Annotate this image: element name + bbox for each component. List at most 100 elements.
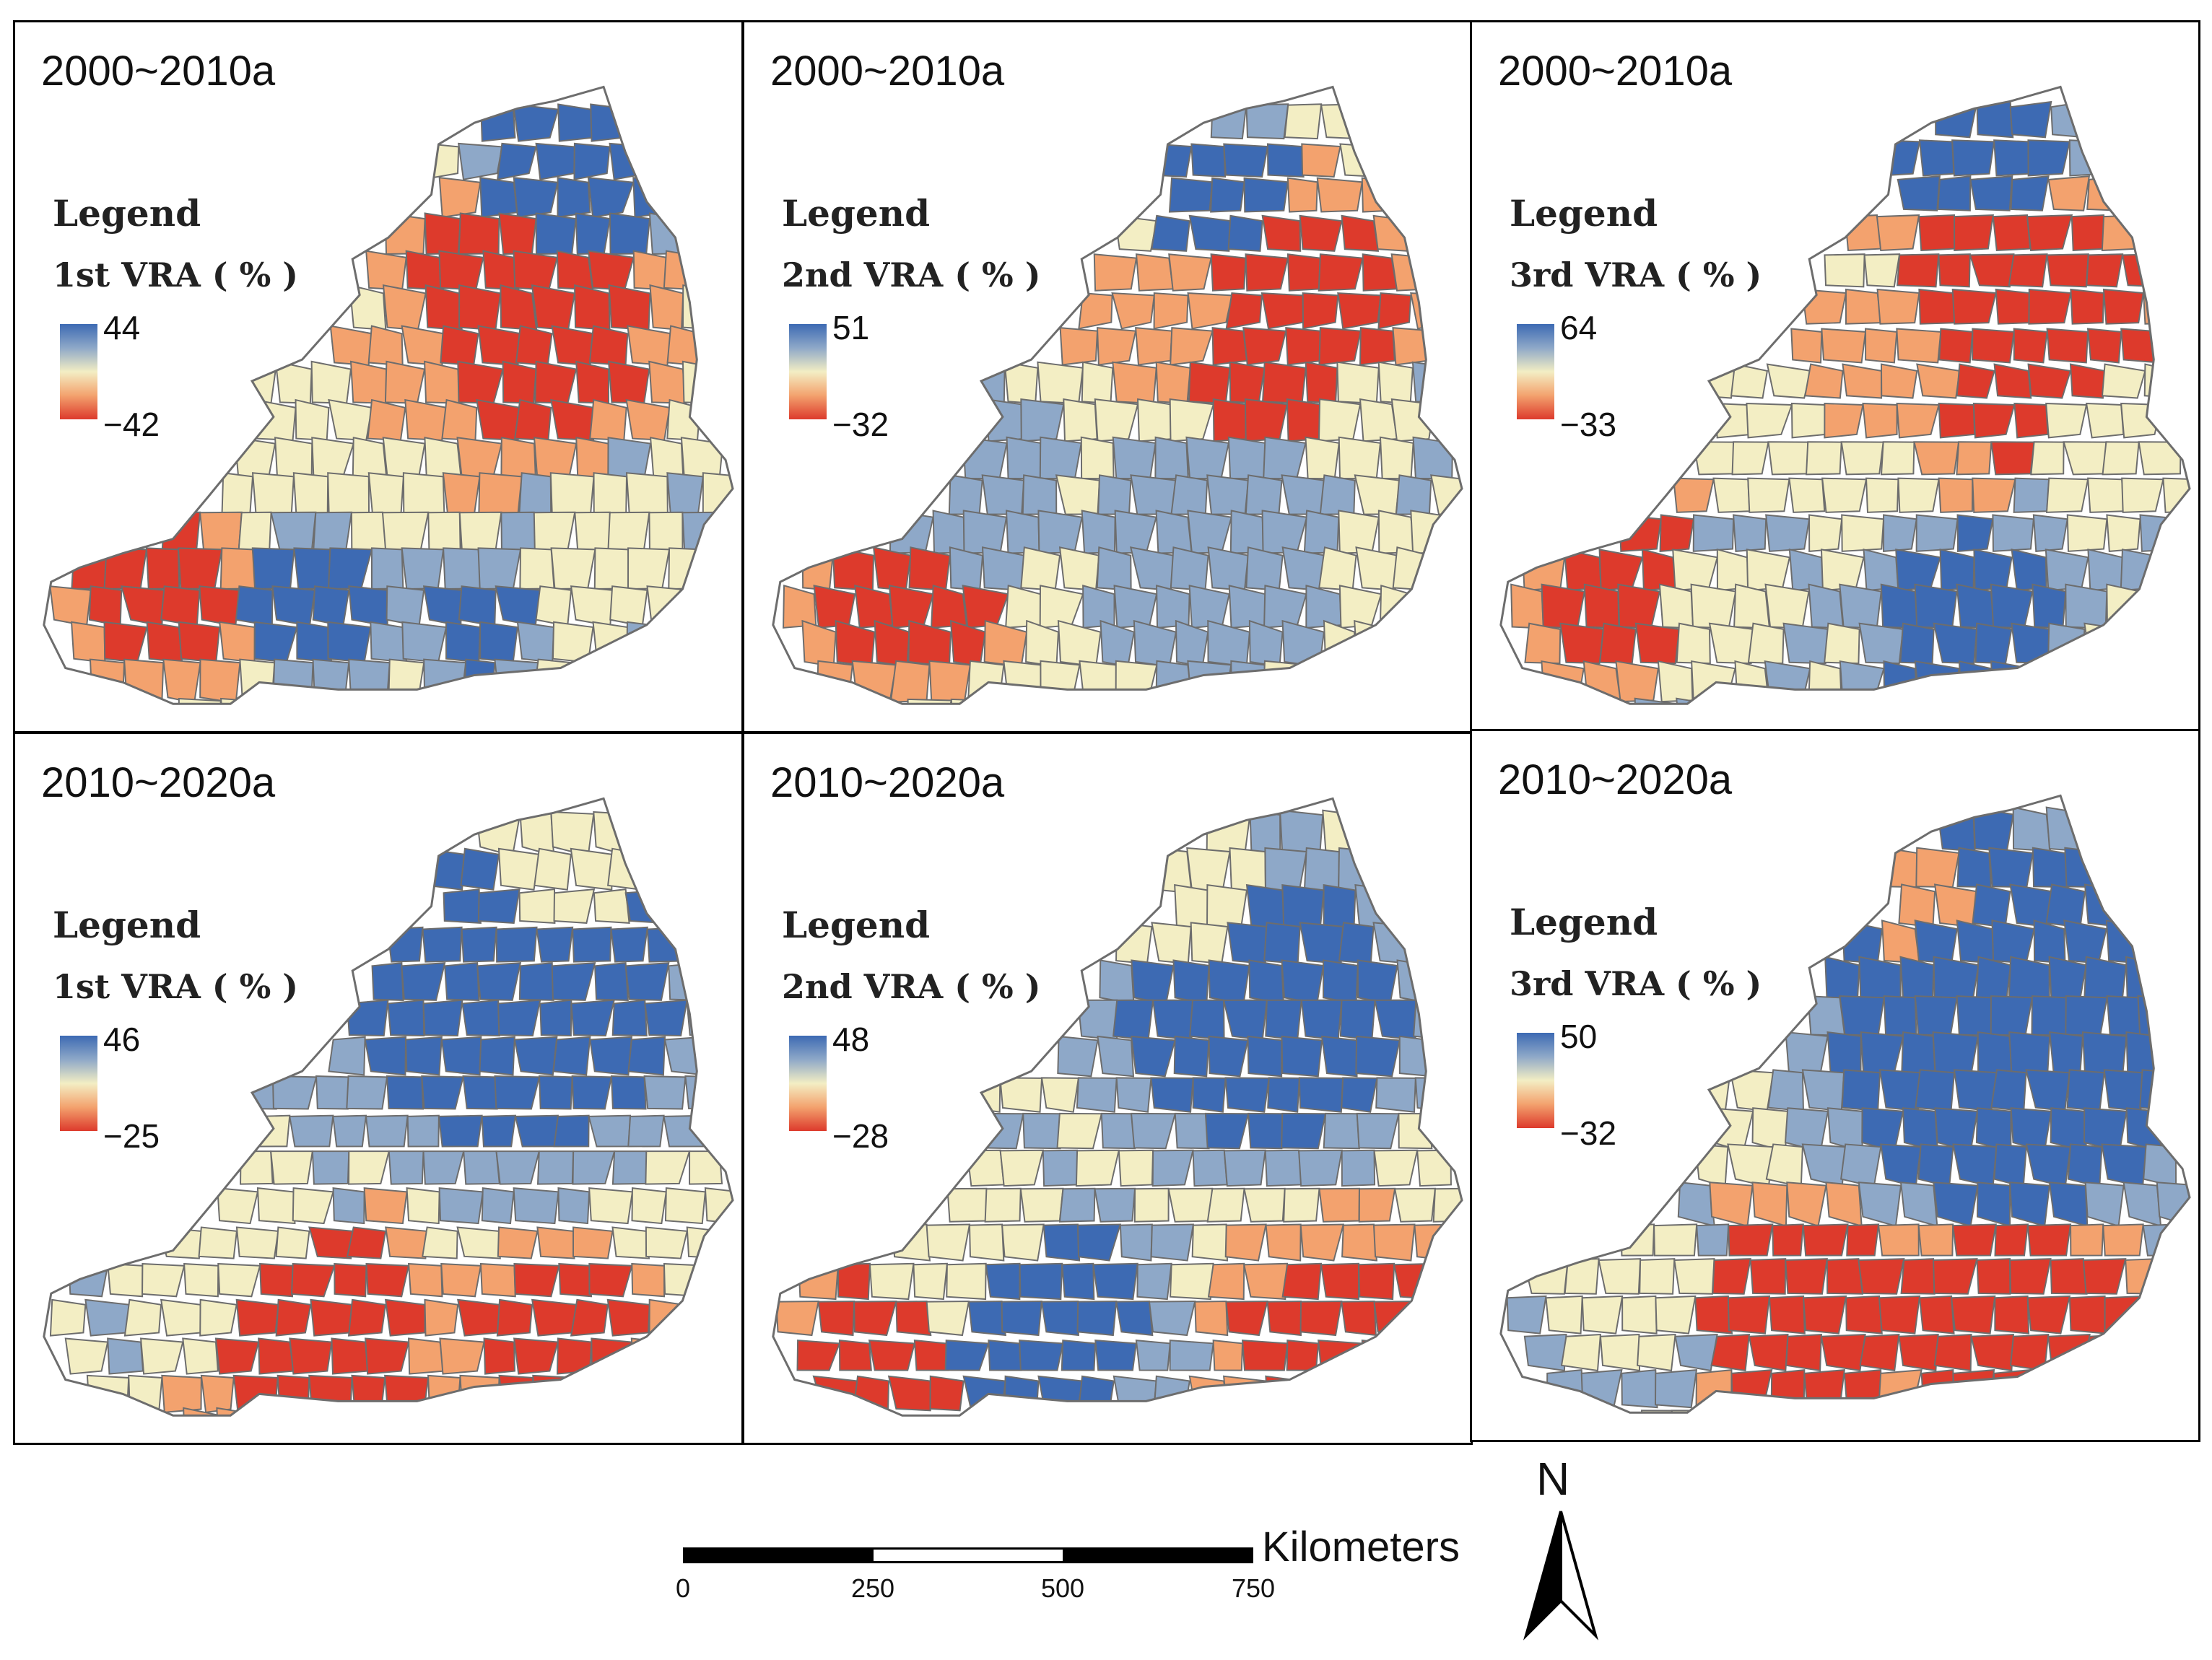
county-region	[817, 1300, 855, 1337]
county-region	[1061, 1262, 1095, 1301]
county-region	[2010, 175, 2050, 211]
county-region	[518, 962, 554, 1001]
county-region	[1673, 1258, 1715, 1295]
county-region	[1058, 546, 1100, 591]
scale-segment	[1062, 1550, 1251, 1561]
county-region	[1187, 510, 1232, 554]
county-region	[476, 962, 522, 1001]
county-region	[1212, 398, 1249, 442]
choropleth-map	[43, 797, 734, 1417]
county-region	[1824, 622, 1860, 665]
county-region	[422, 585, 463, 627]
county-region	[519, 547, 555, 590]
county-region	[1040, 1077, 1080, 1113]
county-region	[1734, 660, 1769, 703]
county-region	[308, 1226, 354, 1259]
county-region	[1808, 660, 1842, 703]
county-region	[161, 1374, 202, 1413]
county-region	[1150, 1223, 1195, 1262]
county-region	[2045, 806, 2091, 852]
county-region	[1094, 398, 1139, 442]
county-region	[1318, 253, 1364, 292]
county-region	[1341, 1223, 1378, 1262]
county-region	[1227, 436, 1266, 480]
county-region	[1897, 175, 1941, 211]
county-region	[1151, 1149, 1194, 1187]
county-region	[461, 926, 497, 963]
county-region	[1055, 474, 1101, 515]
county-region	[200, 1374, 235, 1413]
county-region	[1112, 999, 1154, 1041]
county-region	[424, 284, 463, 331]
county-region	[1172, 959, 1210, 1005]
county-region	[1022, 1112, 1061, 1150]
legend-variable: 3rd VRA ( % )	[1510, 255, 1762, 294]
county-region	[1359, 327, 1395, 366]
county-region	[1338, 510, 1380, 554]
county-region	[1245, 546, 1284, 591]
county-region	[1990, 660, 2033, 703]
county-region	[1938, 253, 1971, 288]
county-region	[162, 658, 201, 704]
legend-max: 50	[1560, 1018, 1598, 1055]
county-region	[1148, 1300, 1196, 1337]
county-region	[1765, 514, 1811, 552]
county-region	[1204, 1112, 1250, 1150]
county-region	[999, 1077, 1043, 1113]
county-region	[552, 621, 594, 663]
county-region	[407, 1262, 443, 1298]
county-region	[646, 585, 691, 627]
county-region	[365, 1337, 410, 1375]
county-region	[2106, 995, 2143, 1036]
map-panel-6: 2010~2020a Legend 3rd VRA ( % ) 50 −32	[1470, 729, 2200, 1442]
county-region	[1130, 1112, 1177, 1150]
county-region	[198, 1226, 238, 1259]
legend-color-ramp	[60, 324, 97, 419]
county-region	[107, 1337, 144, 1375]
county-region	[1915, 514, 1959, 552]
county-region	[2011, 622, 2050, 665]
county-region	[1658, 583, 1694, 629]
county-region	[1805, 441, 1842, 476]
county-region	[177, 547, 223, 590]
county-region	[1354, 619, 1400, 668]
county-region	[1390, 398, 1436, 442]
legend-min: −42	[103, 406, 160, 443]
county-region	[1302, 292, 1339, 330]
county-region	[64, 1337, 109, 1375]
county-region	[443, 547, 482, 590]
county-region	[183, 1262, 219, 1298]
county-region	[2102, 1223, 2144, 1257]
county-region	[365, 1262, 410, 1298]
county-region	[1918, 1295, 1955, 1334]
county-region	[513, 1337, 559, 1375]
county-region	[1061, 1340, 1097, 1371]
county-region	[892, 1223, 931, 1262]
county-region	[2083, 956, 2128, 1003]
map-panel-1: 2000~2010a Legend 1st VRA ( % ) 44 −42	[13, 20, 744, 733]
legend-max: 48	[832, 1021, 870, 1058]
map-panel-5: 2010~2020a Legend 2nd VRA ( % ) 48 −28	[742, 732, 1473, 1445]
county-region	[966, 1149, 1005, 1187]
county-region	[1708, 622, 1754, 665]
county-region	[1112, 361, 1157, 404]
county-region	[981, 474, 1025, 515]
county-region	[632, 250, 669, 291]
county-region	[535, 212, 577, 255]
county-region	[1858, 956, 1902, 1003]
county-region	[476, 398, 521, 442]
county-region	[550, 547, 596, 590]
legend-color-ramp	[60, 1036, 97, 1131]
county-region	[422, 847, 466, 891]
county-region	[1241, 1340, 1289, 1371]
county-region	[438, 176, 482, 218]
county-region	[496, 1298, 534, 1337]
county-region	[1279, 809, 1324, 855]
county-region	[1168, 253, 1212, 292]
county-region	[1865, 477, 1899, 513]
county-region	[1913, 441, 1960, 476]
county-region	[346, 999, 389, 1036]
county-region	[1079, 660, 1118, 703]
county-region	[2121, 477, 2164, 513]
county-region	[551, 325, 595, 367]
